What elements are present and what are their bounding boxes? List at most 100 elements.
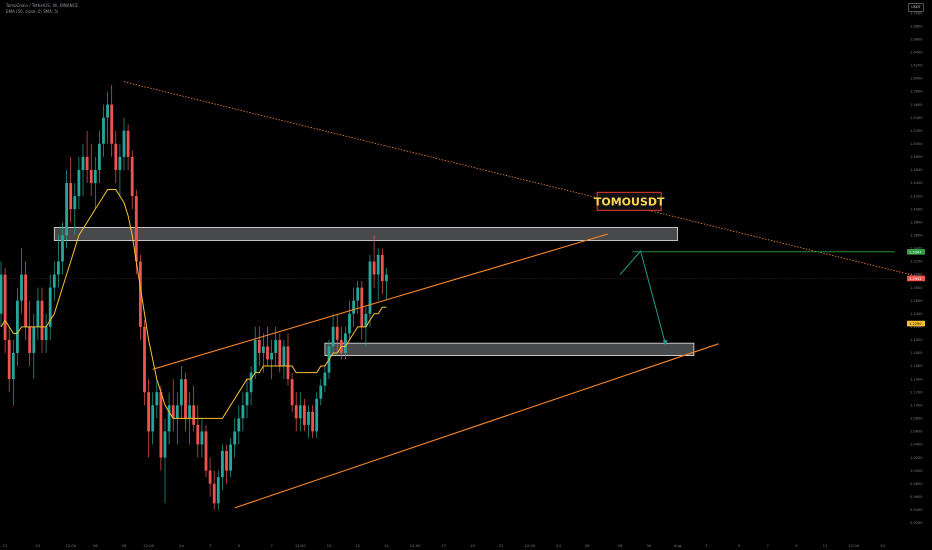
price-tick-label: 1.1000 xyxy=(910,403,923,407)
price-tick-label: 1.3600 xyxy=(910,234,923,238)
demand-zone xyxy=(324,342,695,356)
candle-body xyxy=(385,274,388,282)
price-badge: 1.2250 xyxy=(907,320,925,327)
candle-body xyxy=(253,339,257,373)
candle-body xyxy=(167,405,171,432)
price-scale: 1.7000 1.6800 1.6600 1.6400 1.6200 1.6000 1.58… xyxy=(910,11,923,525)
time-tick-label: 12 xyxy=(355,543,360,548)
projection-path xyxy=(619,249,666,344)
candle-body xyxy=(175,405,179,419)
price-tick-label: 1.3200 xyxy=(910,260,923,264)
candle-body xyxy=(323,372,327,386)
candle-body xyxy=(229,444,232,471)
candle-body xyxy=(24,274,27,327)
price-badge: 1.3347 xyxy=(907,249,925,255)
candle-body xyxy=(163,431,167,458)
time-tick-label: 3 xyxy=(705,543,708,548)
candle-body xyxy=(262,346,265,353)
time-tick-label: 28 xyxy=(618,543,623,548)
candle-body xyxy=(331,326,335,347)
price-tick-label: 1.5800 xyxy=(910,90,923,94)
candle-body xyxy=(221,451,224,478)
candle-body xyxy=(40,300,44,340)
candle-body xyxy=(130,156,134,197)
candle-body xyxy=(106,104,109,118)
candles-group xyxy=(0,84,388,510)
candle-body xyxy=(216,477,220,504)
candle-body xyxy=(89,169,93,184)
candle-body xyxy=(380,254,384,282)
price-tick-label: 1.0800 xyxy=(910,417,923,421)
price-tick-label: 1.2200 xyxy=(910,325,923,329)
candle-body xyxy=(7,339,11,380)
ema-legend-line: EMA (50, close, 0, SMA, 5) xyxy=(6,9,59,14)
candle-body xyxy=(134,196,138,262)
candle-body xyxy=(93,169,97,184)
price-tick-label: 1.3400 xyxy=(910,247,923,251)
time-tick-label: Aug xyxy=(674,543,682,548)
candle-body xyxy=(126,130,130,157)
candle-body xyxy=(290,379,294,406)
candle-body xyxy=(245,392,249,406)
price-tick-label: 0.9200 xyxy=(910,521,923,525)
candle-body xyxy=(65,183,68,236)
currency-button[interactable]: USDT xyxy=(908,3,924,12)
candle-body xyxy=(356,287,360,301)
candle-body xyxy=(28,326,32,353)
time-tick-label: 26 xyxy=(585,543,590,548)
price-tick-label: 1.6800 xyxy=(910,24,923,28)
price-tick-label: 1.0000 xyxy=(910,469,923,473)
projection-arrowhead xyxy=(662,340,668,346)
candle-body xyxy=(257,339,261,353)
candle-body xyxy=(52,274,56,288)
candle-body xyxy=(16,300,19,353)
price-tick-label: 1.6400 xyxy=(910,50,923,54)
price-tick-label: 1.4600 xyxy=(910,168,923,172)
candle-body xyxy=(155,392,159,406)
price-badge-label: 1.3347 xyxy=(909,250,922,254)
candle-body xyxy=(151,405,155,432)
candle-body xyxy=(73,196,77,210)
candle-body xyxy=(118,156,122,170)
candle-body xyxy=(298,405,302,419)
price-tick-label: 1.5200 xyxy=(910,129,923,133)
time-tick-label: 12:00 xyxy=(65,543,77,548)
candle-body xyxy=(180,379,183,406)
time-tick-label: 5 xyxy=(738,543,741,548)
candle-body xyxy=(372,261,376,275)
price-tick-label: 1.0400 xyxy=(910,443,923,447)
time-tick-label: 17 xyxy=(441,543,446,548)
price-badge-box xyxy=(907,249,925,255)
price-tick-label: 1.2000 xyxy=(910,338,923,342)
candle-body xyxy=(282,346,286,367)
price-tick-label: 1.6000 xyxy=(910,77,923,81)
candle-body xyxy=(266,346,269,360)
price-tick-label: 1.3000 xyxy=(910,273,923,277)
candle-body xyxy=(348,313,351,334)
candle-body xyxy=(81,156,85,170)
candle-body xyxy=(171,405,175,419)
time-tick-label: 14 xyxy=(880,543,885,548)
channel-lower-line xyxy=(234,343,719,509)
time-tick-label: 9 xyxy=(795,543,798,548)
price-tick-label: 1.6200 xyxy=(910,64,923,68)
price-badge-box xyxy=(907,320,925,327)
candle-body xyxy=(319,385,323,399)
price-tick-label: 1.0200 xyxy=(910,456,923,460)
price-tick-label: 1.4000 xyxy=(910,207,923,211)
time-tick-label: 24 xyxy=(556,543,561,548)
candle-body xyxy=(85,156,89,170)
price-tick-label: 1.1600 xyxy=(910,364,923,368)
time-tick-label: 19 xyxy=(470,543,475,548)
candle-body xyxy=(184,379,187,419)
candle-body xyxy=(11,352,15,380)
price-tick-label: 0.9600 xyxy=(910,495,923,499)
time-tick-label: 30 xyxy=(646,543,651,548)
price-badge: 1.2941 xyxy=(907,275,925,282)
candle-body xyxy=(233,431,237,445)
time-tick-label: 5 xyxy=(238,543,241,548)
candle-body xyxy=(0,274,3,314)
price-tick-label: 1.2600 xyxy=(910,299,923,303)
price-tick-label: 1.4200 xyxy=(910,194,923,198)
